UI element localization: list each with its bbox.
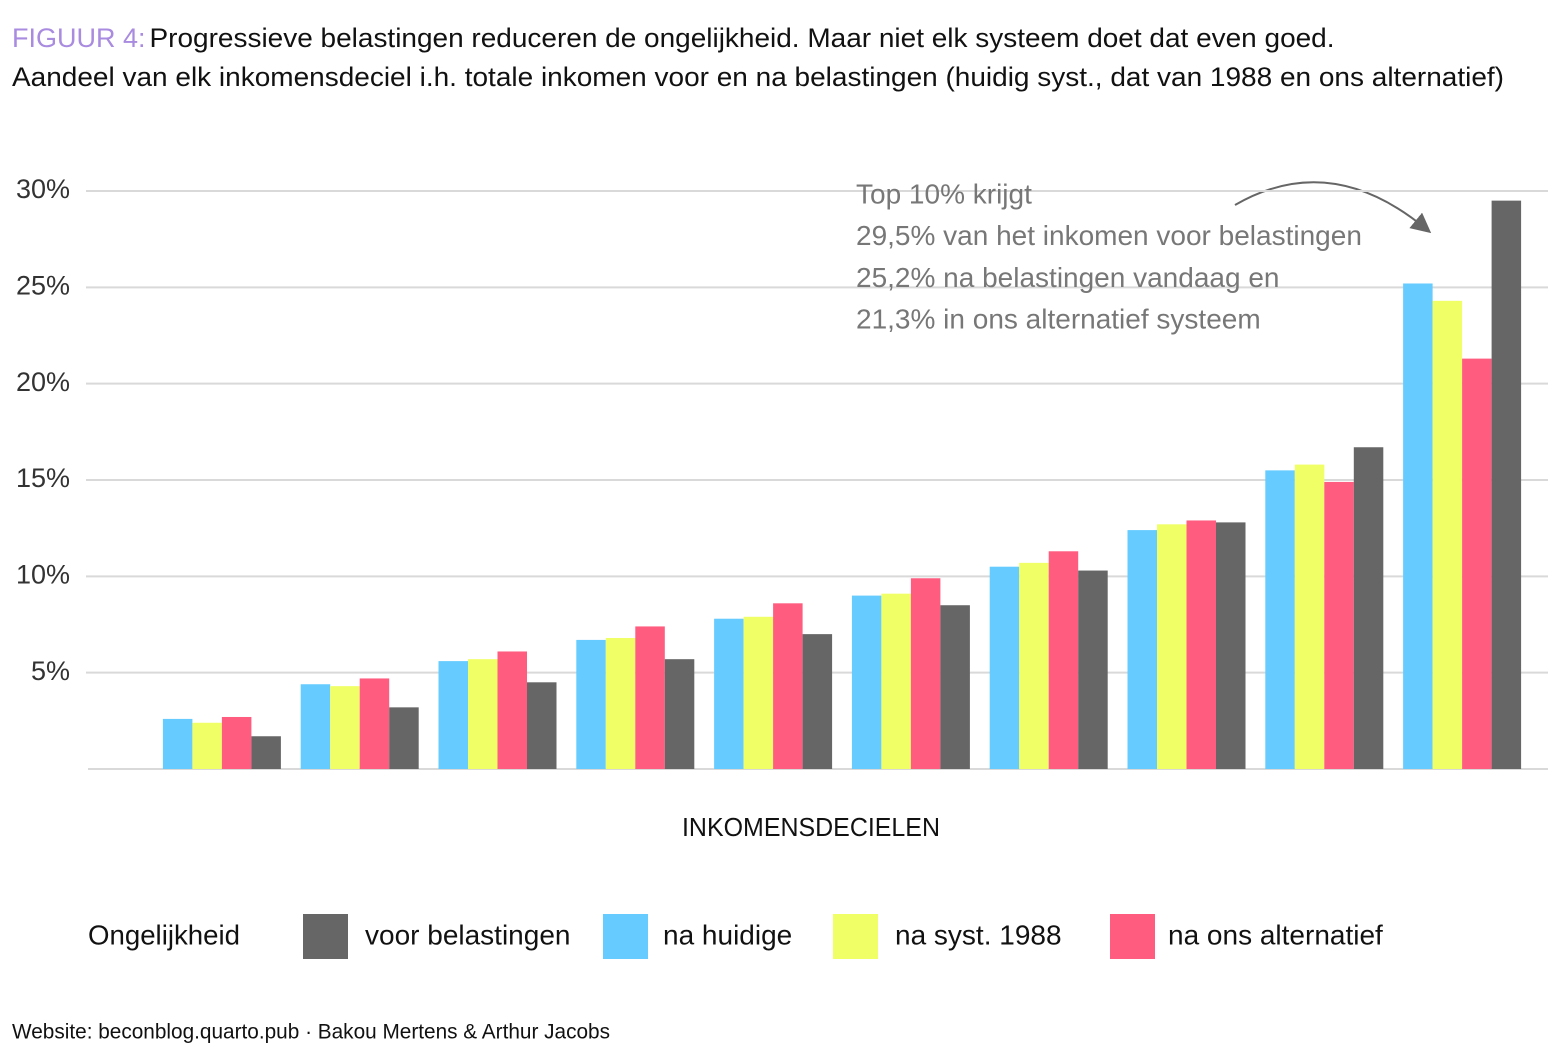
bar [1491, 200, 1522, 770]
bar [1127, 530, 1157, 769]
bar [576, 639, 606, 769]
annotation: Top 10% krijgt [856, 178, 1032, 209]
bar [468, 659, 498, 769]
y-tick-label: 10% [16, 559, 70, 589]
source: Website: beconblog.quarto.pub · Bakou Me… [12, 1021, 610, 1044]
annotation-arrow [1234, 181, 1432, 234]
bar [714, 618, 744, 769]
bar [438, 661, 468, 769]
y-tick-label: 30% [16, 174, 70, 204]
bar [1324, 481, 1354, 769]
bar [635, 626, 665, 769]
y-tick-label: 15% [16, 463, 70, 493]
bar [743, 616, 774, 769]
legend-swatch [603, 914, 648, 959]
x-axis-label: INKOMENSDECIELEN [682, 812, 940, 842]
y-tick-label: 20% [16, 367, 70, 397]
bar [989, 566, 1020, 769]
bar [330, 686, 360, 769]
y-tick-label: 25% [16, 270, 70, 300]
bar [1294, 464, 1325, 769]
bar [605, 637, 636, 769]
bar [162, 718, 193, 769]
annotation: 21,3% in ons alternatief systeem [856, 303, 1261, 334]
title-label: FIGUUR 4: [12, 23, 146, 53]
bar [359, 678, 390, 769]
bar [1186, 520, 1216, 769]
bar [910, 578, 941, 769]
y-tick-label: 5% [31, 656, 70, 686]
bar [773, 603, 803, 769]
bar [940, 605, 970, 769]
bar [1353, 447, 1384, 769]
legend-label: voor belastingen [365, 919, 570, 950]
bar [1078, 570, 1108, 769]
bar [1265, 470, 1295, 769]
bar [1157, 524, 1187, 769]
bar [1462, 358, 1492, 769]
bar [221, 716, 252, 769]
bar [1403, 283, 1433, 769]
bar [192, 722, 222, 769]
legend-label: na ons alternatief [1168, 919, 1383, 950]
bar [251, 736, 281, 769]
legend-label: na huidige [663, 919, 792, 950]
annotation: 25,2% na belastingen vandaag en [856, 262, 1279, 293]
legend-label: na syst. 1988 [895, 919, 1062, 950]
bar [664, 659, 695, 769]
bar [497, 651, 527, 769]
annotation: 29,5% van het inkomen voor belastingen [856, 220, 1362, 251]
legend-swatch [1110, 914, 1155, 959]
legend-swatch [833, 914, 878, 959]
bar [1216, 522, 1246, 769]
bar [389, 707, 419, 769]
bar [527, 682, 557, 769]
bar [1432, 300, 1463, 769]
bar [300, 684, 331, 769]
legend-swatch [303, 914, 348, 959]
bar [1019, 562, 1049, 769]
bar [1048, 551, 1079, 769]
chart-subtitle: Aandeel van elk inkomensdeciel i.h. tota… [12, 62, 1504, 92]
bar [881, 593, 911, 769]
chart-title: Progressieve belastingen reduceren de on… [150, 23, 1335, 53]
bar [851, 595, 882, 769]
legend-title: Ongelijkheid [88, 919, 240, 950]
bar [802, 634, 833, 769]
